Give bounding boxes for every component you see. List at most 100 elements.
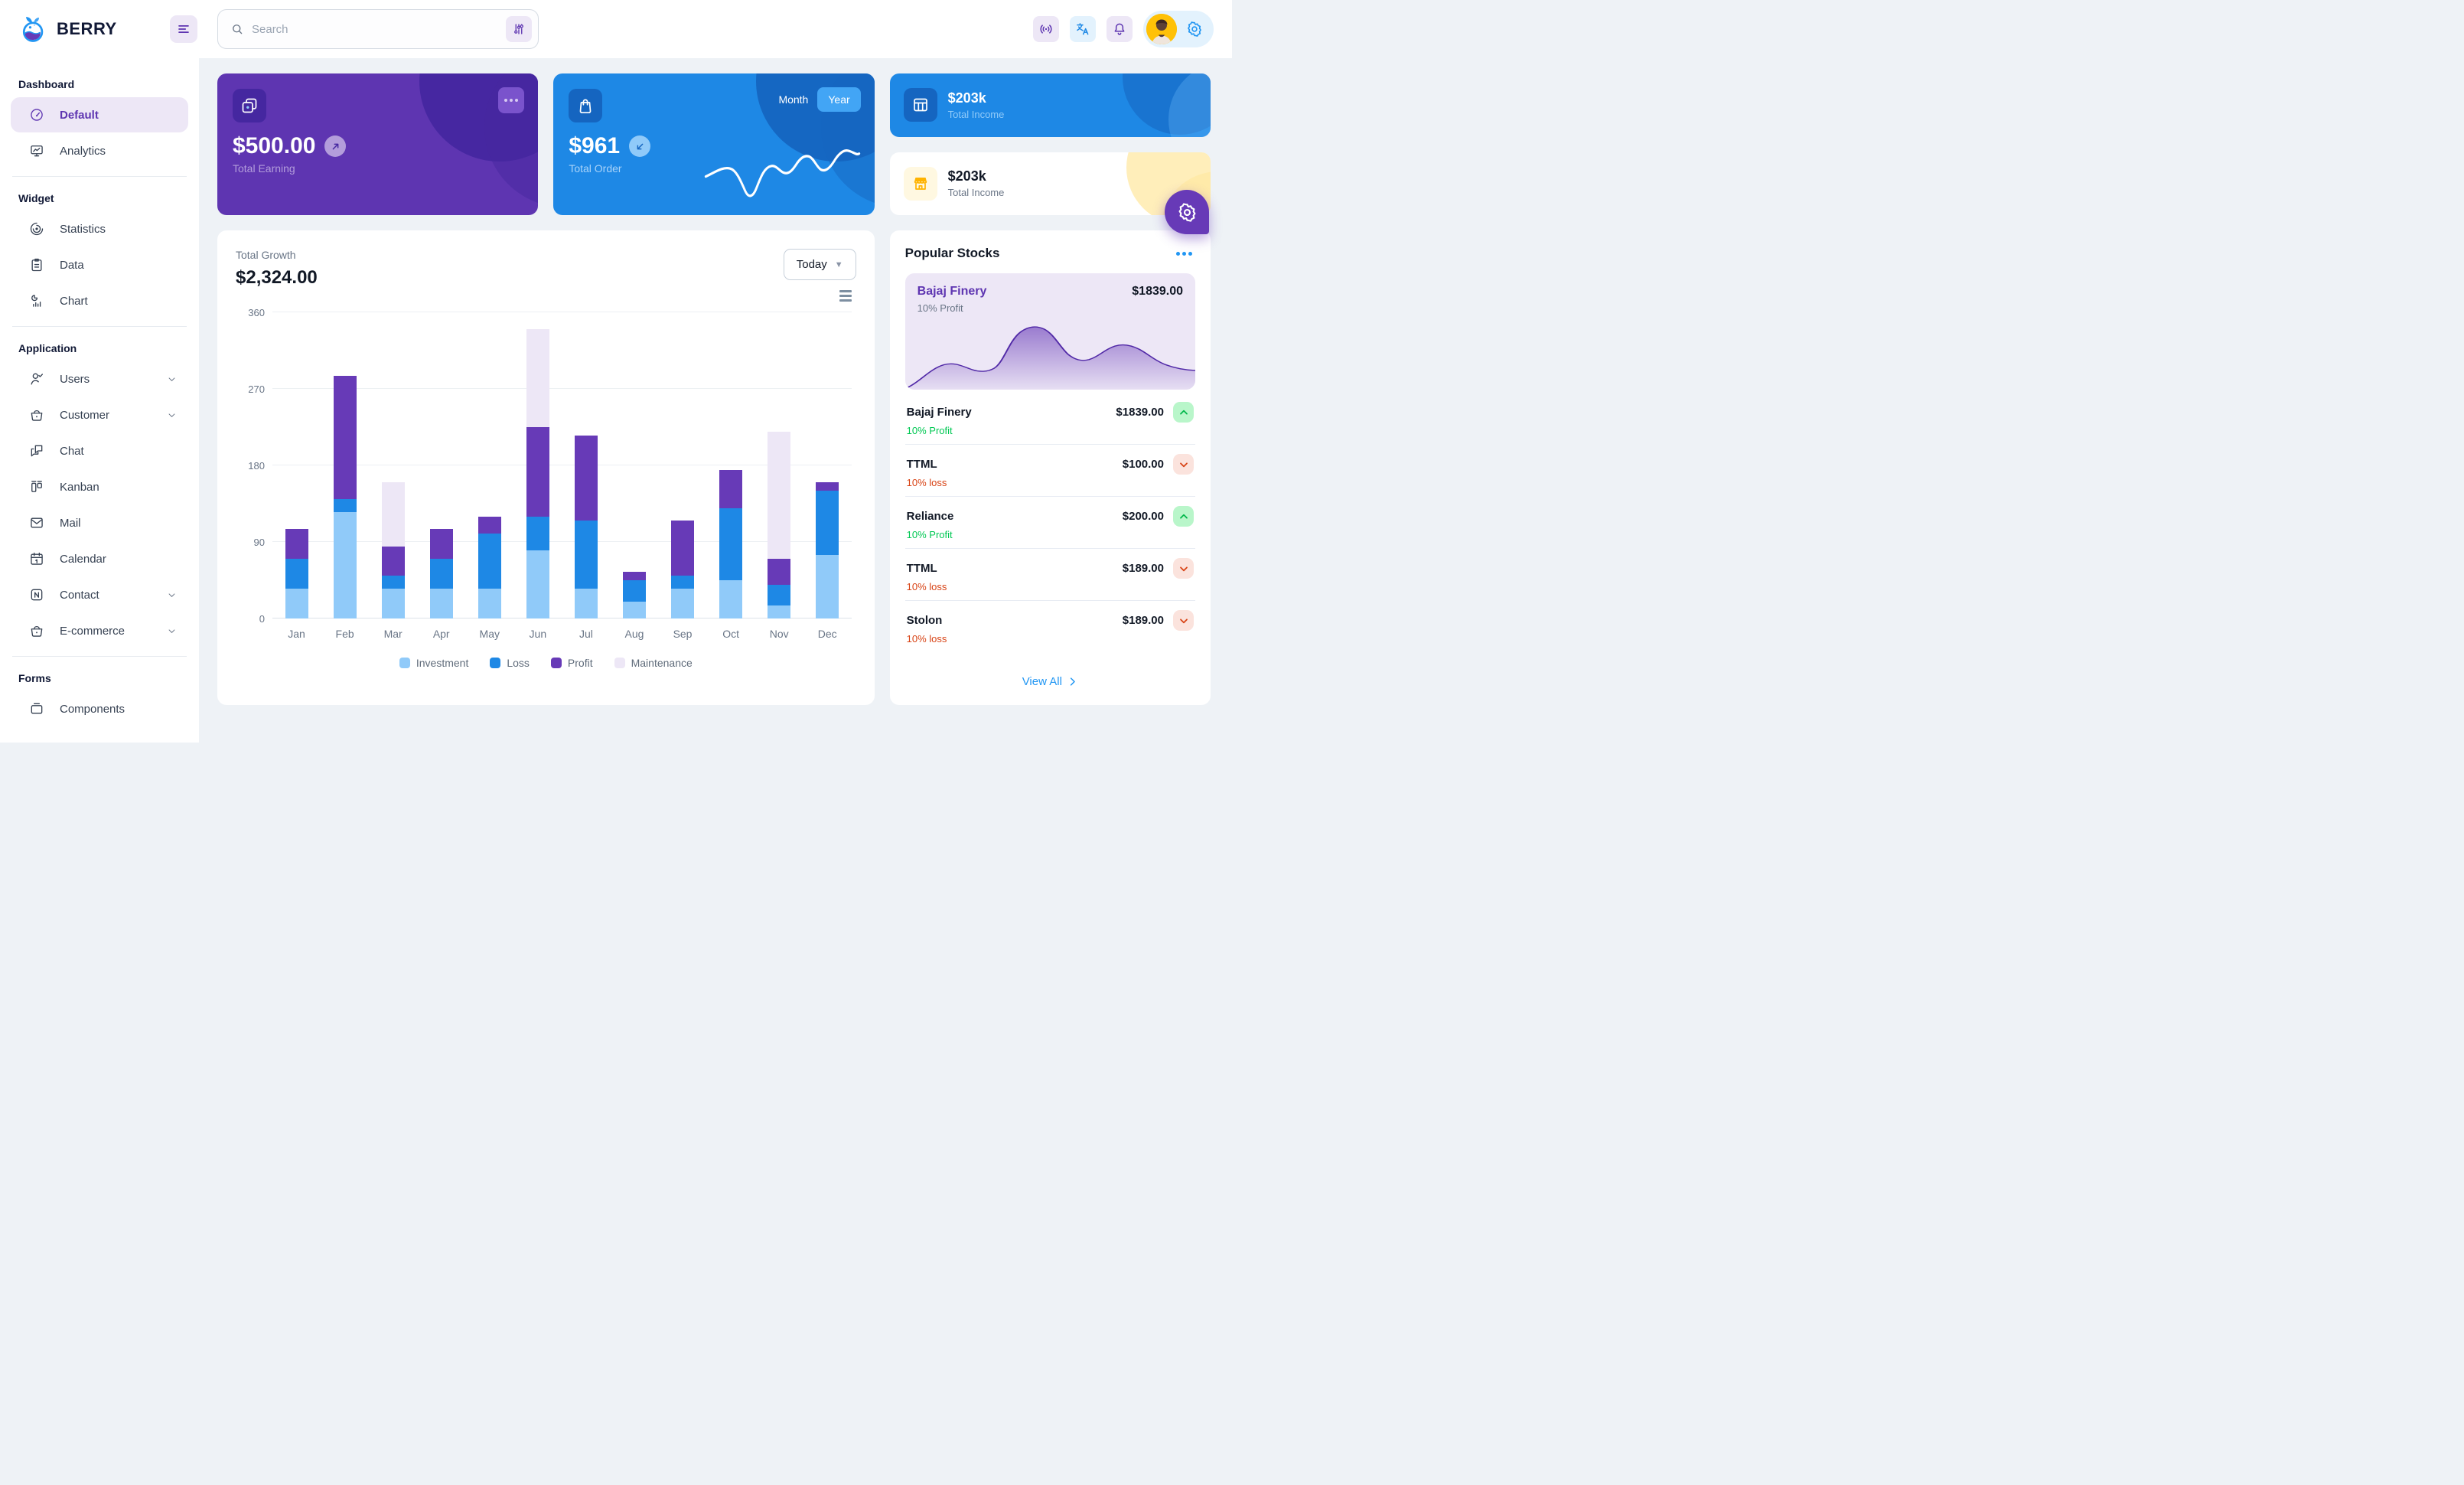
featured-stock-change: 10% Profit	[917, 302, 963, 314]
stock-row-ttml: TTML $100.00 10% loss	[904, 445, 1195, 497]
sidebar-item-label: Contact	[60, 588, 99, 602]
total-income-light-value: $203k	[947, 168, 986, 184]
period-month-button[interactable]: Month	[769, 87, 817, 112]
total-income-dark-value: $203k	[947, 90, 986, 106]
sidebar-item-default[interactable]: Default	[11, 97, 188, 132]
chart-icon	[29, 293, 44, 308]
sidebar-item-e-commerce[interactable]: E-commerce	[11, 613, 188, 648]
notifications-button[interactable]	[1107, 16, 1133, 42]
search-input[interactable]	[252, 22, 498, 36]
legend-item-profit[interactable]: Profit	[550, 657, 593, 669]
chart-menu-icon[interactable]	[839, 290, 852, 302]
view-all-label: View All	[1022, 675, 1062, 688]
sidebar-item-users[interactable]: Users	[11, 361, 188, 397]
sidebar-item-statistics[interactable]: Statistics	[11, 211, 188, 246]
mail-icon	[29, 515, 44, 530]
legend-label: Investment	[416, 657, 469, 669]
bar-segment-investment	[429, 589, 453, 618]
bar-segment-investment	[477, 589, 501, 618]
bar-slot-apr	[417, 312, 465, 618]
bar-segment-loss	[429, 559, 453, 589]
stock-row-bajaj-finery: Bajaj Finery $1839.00 10% Profit	[904, 393, 1195, 445]
brand-logo[interactable]: BERRY	[18, 14, 150, 44]
growth-range-select[interactable]: Today ▼	[783, 249, 856, 280]
view-all-button[interactable]: View All	[1015, 669, 1086, 690]
sidebar-item-components[interactable]: Components	[11, 691, 188, 726]
bar-segment-investment	[333, 512, 357, 618]
profile-menu-button[interactable]	[1143, 11, 1214, 47]
order-period-toggle: Month Year	[769, 87, 861, 112]
chevron-down-icon	[166, 625, 178, 637]
legend-swatch	[399, 658, 410, 668]
sidebar-item-customer[interactable]: Customer	[11, 397, 188, 432]
trend-up-icon	[324, 135, 347, 157]
bar-segment-investment	[574, 589, 598, 618]
sidebar-item-data[interactable]: Data	[11, 247, 188, 282]
x-axis-label: Oct	[722, 628, 739, 640]
growth-legend: Investment Loss Profit Maintenance	[236, 657, 856, 669]
sidebar-item-mail[interactable]: Mail	[11, 505, 188, 540]
sidebar-item-calendar[interactable]: Calendar	[11, 541, 188, 576]
sidebar-toggle-button[interactable]	[170, 15, 197, 43]
sidebar-section-title: Widget	[18, 192, 54, 204]
sidebar-divider	[12, 176, 187, 177]
bar-segment-profit	[526, 427, 549, 517]
stock-price: $189.00	[1122, 562, 1164, 575]
gauge-icon	[29, 107, 44, 122]
chevron-down-icon	[166, 410, 178, 421]
search-bar	[217, 9, 539, 49]
sidebar-item-chat[interactable]: Chat	[11, 433, 188, 468]
trend-up-badge	[1173, 506, 1194, 527]
notebook-icon	[29, 587, 44, 602]
bar-segment-investment	[622, 601, 646, 618]
total-growth-card: Total Growth $2,324.00 Today ▼ 0 90 180 270…	[217, 230, 875, 705]
bar-segment-loss	[622, 580, 646, 602]
language-button[interactable]	[1070, 16, 1096, 42]
sidebar-item-contact[interactable]: Contact	[11, 577, 188, 612]
live-status-button[interactable]	[1033, 16, 1059, 42]
earning-more-button[interactable]	[498, 87, 525, 113]
bar-segment-loss	[381, 576, 405, 589]
sidebar-section-title: Forms	[18, 672, 51, 684]
trend-down-badge	[1173, 454, 1194, 475]
bar-segment-profit	[285, 529, 308, 560]
stacked-bar	[429, 529, 453, 618]
bar-segment-loss	[671, 576, 695, 589]
sidebar-item-label: E-commerce	[60, 624, 125, 638]
x-axis-label: Dec	[817, 628, 837, 640]
stacked-bar	[574, 436, 598, 618]
period-year-button[interactable]: Year	[817, 87, 861, 112]
x-axis-label: Apr	[432, 628, 450, 640]
total-income-dark-card: $203k Total Income	[889, 73, 1211, 137]
legend-item-maintenance[interactable]: Maintenance	[614, 657, 693, 669]
legend-item-investment[interactable]: Investment	[399, 657, 468, 669]
customize-fab[interactable]	[1165, 190, 1209, 234]
bar-segment-maintenance	[526, 329, 549, 428]
sidebar-item-analytics[interactable]: Analytics	[11, 133, 188, 168]
bar-slot-dec	[803, 312, 852, 618]
sidebar-item-label: Statistics	[60, 222, 106, 236]
search-filter-button[interactable]	[506, 16, 532, 42]
y-axis-tick: 90	[253, 537, 265, 548]
sidebar-item-chart[interactable]: Chart	[11, 283, 188, 318]
stacked-bar	[477, 516, 501, 618]
legend-item-loss[interactable]: Loss	[490, 657, 530, 669]
bar-slot-oct	[707, 312, 755, 618]
growth-x-labels: Jan Feb Mar Apr May Jun Jul Aug Sep Oct Nov Dec	[272, 628, 852, 640]
bar-segment-profit	[622, 571, 646, 581]
bar-segment-loss	[333, 499, 357, 513]
x-axis-label: Sep	[673, 628, 693, 640]
bar-segment-loss	[719, 508, 743, 580]
sidebar-item-kanban[interactable]: Kanban	[11, 469, 188, 504]
stocks-more-button[interactable]	[1173, 249, 1195, 259]
storefront-icon	[903, 166, 937, 201]
bar-segment-investment	[671, 589, 695, 618]
stock-price: $1839.00	[1116, 406, 1164, 419]
bar-segment-profit	[719, 469, 743, 508]
bar-segment-investment	[285, 589, 308, 618]
trend-up-badge	[1173, 402, 1194, 423]
stock-name: Stolon	[906, 614, 943, 627]
bar-segment-investment	[381, 589, 405, 618]
x-axis-label: Aug	[624, 628, 644, 640]
bar-slot-jul	[562, 312, 610, 618]
